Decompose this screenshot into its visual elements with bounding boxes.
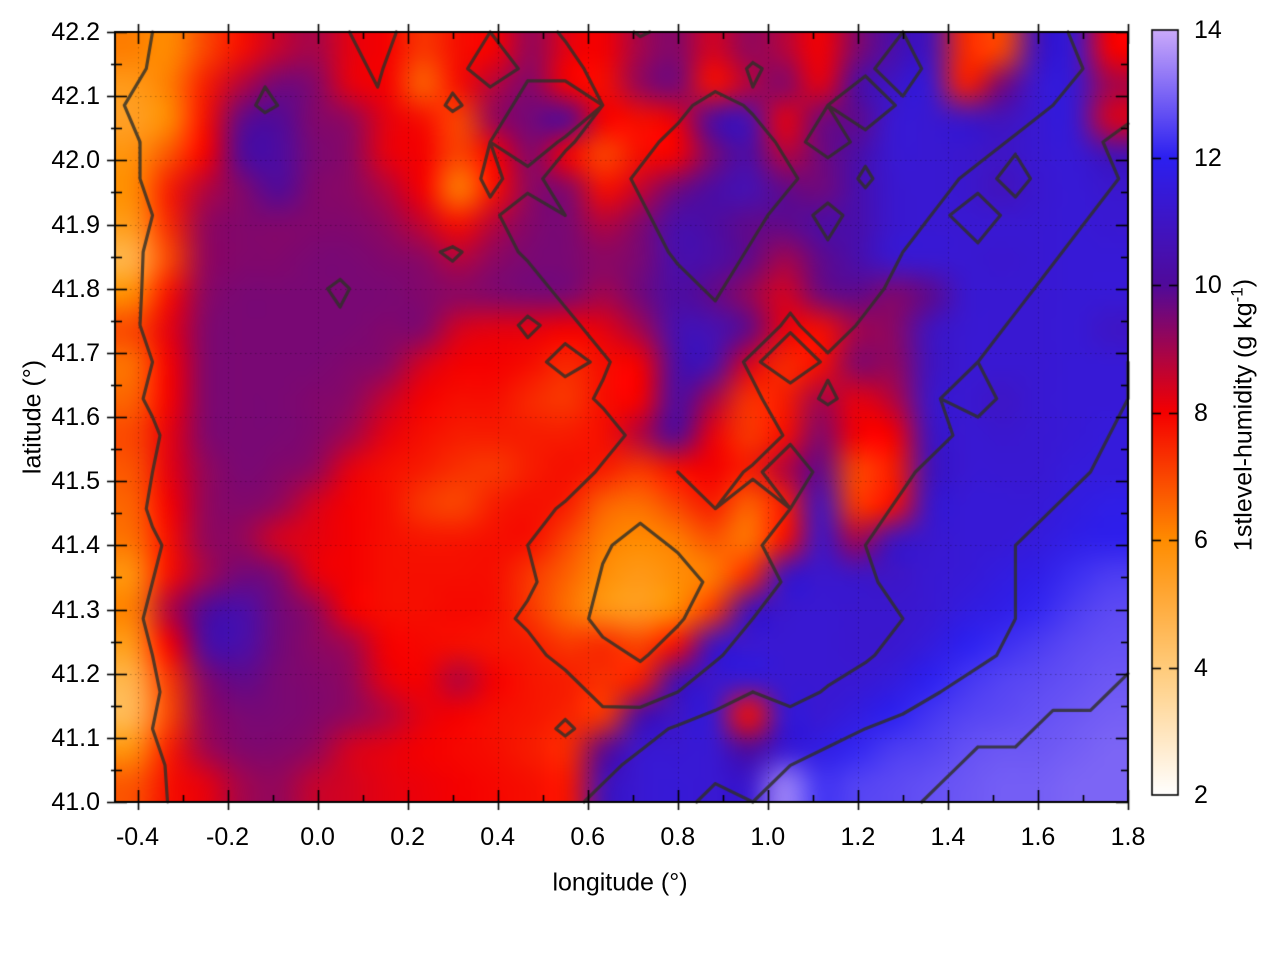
y-tick-label: 41.6 <box>51 403 100 431</box>
colorbar-tick-label: 2 <box>1194 781 1208 809</box>
x-axis-label: longitude (°) <box>552 868 688 897</box>
y-tick-label: 42.0 <box>51 146 100 175</box>
y-tick-label: 41.2 <box>51 659 100 688</box>
x-tick-label: 0.6 <box>570 823 606 851</box>
y-tick-label: 41.4 <box>51 531 100 560</box>
colorbar-tick-label: 12 <box>1194 143 1222 172</box>
y-tick-label: 42.1 <box>51 82 100 111</box>
colorbar-label-sup: -1 <box>1227 287 1247 303</box>
colorbar-label-close: ) <box>1229 278 1258 288</box>
colorbar-tick-label: 4 <box>1194 653 1208 682</box>
colorbar-tick-label: 14 <box>1194 16 1222 44</box>
colorbar-tick-label: 8 <box>1194 398 1208 427</box>
y-tick-label: 41.1 <box>51 723 100 752</box>
x-tick-label: 1.8 <box>1110 823 1146 851</box>
y-tick-label: 41.8 <box>51 274 100 303</box>
colorbar-label-main: 1stlevel-humidity (g kg <box>1229 302 1258 552</box>
y-axis-label: latitude (°) <box>18 359 47 475</box>
x-tick-label: 0.0 <box>300 823 335 851</box>
x-tick-label: -0.2 <box>206 823 250 851</box>
x-tick-label: 1.0 <box>750 823 786 851</box>
y-tick-label: 41.7 <box>51 338 100 367</box>
y-tick-label: 42.2 <box>51 18 100 46</box>
x-tick-label: 1.2 <box>840 823 876 851</box>
x-tick-label: -0.4 <box>115 823 160 851</box>
y-tick-label: 41.3 <box>51 595 100 624</box>
x-tick-label: 0.4 <box>480 823 516 851</box>
y-tick-label: 41.5 <box>51 467 100 496</box>
colorbar-label: 1stlevel-humidity (g kg-1) <box>1227 279 1258 551</box>
colorbar-tick-label: 10 <box>1194 271 1222 299</box>
colorbar-tick-label: 6 <box>1194 526 1208 554</box>
y-tick-label: 41.9 <box>51 210 100 239</box>
x-tick-label: 1.4 <box>930 823 966 851</box>
x-tick-label: 1.6 <box>1020 823 1056 851</box>
x-tick-label: 0.8 <box>660 823 696 851</box>
y-tick-label: 41.0 <box>51 788 100 816</box>
x-tick-label: 0.2 <box>390 823 426 851</box>
